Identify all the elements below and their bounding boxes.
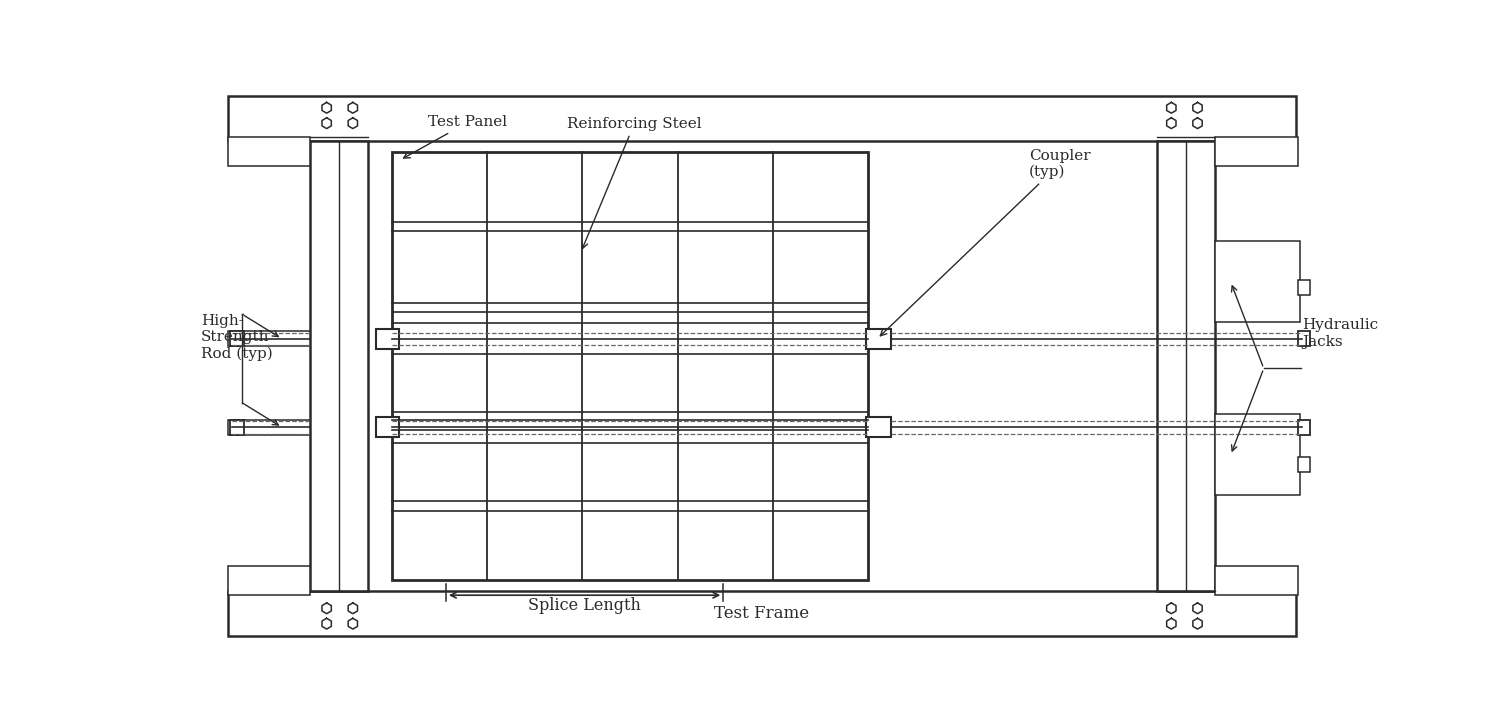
Bar	[230, 331, 244, 347]
Bar	[1215, 137, 1298, 166]
Bar	[867, 418, 891, 437]
Bar	[867, 328, 891, 349]
Text: Splice Length: Splice Length	[528, 597, 641, 614]
Bar	[1298, 420, 1310, 435]
Bar	[1215, 414, 1300, 495]
Text: Test Frame: Test Frame	[714, 605, 809, 622]
Bar	[1298, 457, 1310, 472]
Text: Test Panel: Test Panel	[403, 115, 507, 158]
Bar	[1157, 141, 1215, 592]
Bar	[376, 328, 399, 349]
Bar	[228, 137, 309, 166]
Bar	[376, 418, 399, 437]
Bar	[1215, 241, 1300, 322]
Text: Hydraulic
Jacks: Hydraulic Jacks	[1303, 318, 1378, 349]
Bar	[228, 592, 1297, 636]
Bar	[393, 152, 868, 580]
Bar	[1215, 566, 1298, 595]
Bar	[228, 331, 309, 347]
Bar	[230, 420, 244, 435]
Text: High-
Strength
Rod (typ): High- Strength Rod (typ)	[201, 314, 274, 360]
Bar	[228, 420, 309, 435]
Bar	[1298, 331, 1310, 347]
Bar	[228, 566, 309, 595]
Text: Coupler
(typ): Coupler (typ)	[880, 149, 1090, 336]
Bar	[228, 96, 1297, 141]
Text: Reinforcing Steel: Reinforcing Steel	[567, 117, 702, 249]
Bar	[1298, 280, 1310, 295]
Bar	[309, 141, 369, 592]
